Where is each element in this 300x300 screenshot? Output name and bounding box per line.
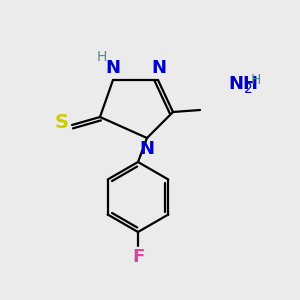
- Text: N: N: [152, 59, 166, 77]
- Text: N: N: [106, 59, 121, 77]
- Text: H: H: [251, 73, 261, 87]
- Text: H: H: [97, 50, 107, 64]
- Text: S: S: [55, 113, 69, 133]
- Text: NH: NH: [228, 75, 258, 93]
- Text: F: F: [132, 248, 144, 266]
- Text: 2: 2: [244, 82, 253, 96]
- Text: N: N: [140, 140, 154, 158]
